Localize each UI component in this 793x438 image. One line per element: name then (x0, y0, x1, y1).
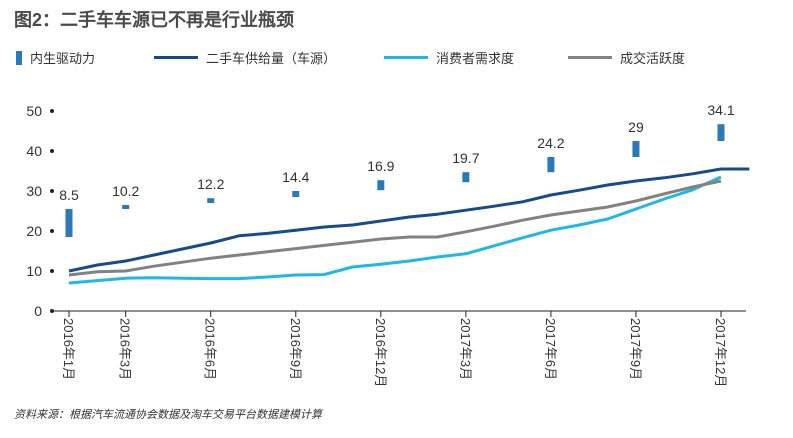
x-tick-label: 2017年12月 (713, 318, 728, 387)
x-tick-label: 2016年1月 (61, 318, 76, 380)
legend-swatch (16, 50, 22, 65)
bar (122, 205, 130, 209)
series-line (68, 167, 750, 273)
y-tick-dot (50, 269, 54, 273)
y-tick-label: 20 (26, 223, 42, 239)
bar (547, 157, 555, 173)
x-tick-label: 2016年3月 (118, 318, 133, 380)
y-tick-label: 40 (26, 143, 42, 159)
data-label: 16.9 (367, 158, 394, 174)
data-label: 29 (628, 119, 644, 135)
bar (207, 198, 215, 203)
legend-label: 成交活跃度 (620, 51, 686, 66)
y-tick-dot (50, 229, 54, 233)
y-tick-dot (50, 309, 54, 313)
y-tick-dot (50, 149, 54, 153)
series-line (68, 179, 722, 277)
bar (632, 141, 640, 157)
legend-item-activity: 成交活跃度 (568, 48, 685, 67)
legend-label: 内生驱动力 (30, 51, 96, 66)
legend-item-bars: 内生驱动力 (16, 48, 95, 67)
bar (462, 172, 470, 183)
data-label: 19.7 (452, 150, 479, 166)
x-tick-label: 2017年6月 (543, 318, 558, 380)
data-label: 8.5 (59, 187, 79, 203)
bar (377, 180, 385, 191)
x-tick-label: 2016年6月 (203, 318, 218, 380)
x-tick-label: 2016年9月 (288, 318, 303, 380)
bar (65, 209, 73, 237)
legend-item-demand: 消费者需求度 (384, 48, 514, 67)
y-tick-dot (50, 189, 54, 193)
legend-swatch (384, 56, 428, 59)
legend-swatch (154, 56, 198, 59)
source-note: 资料来源：根据汽车流通协会数据及淘车交易平台数据建模计算 (14, 409, 322, 421)
y-tick-dot (50, 109, 54, 113)
chart-title: 图2：二手车车源已不再是行业瓶颈 (14, 10, 295, 30)
y-tick-label: 30 (26, 183, 42, 199)
legend-label: 消费者需求度 (436, 51, 515, 66)
data-label: 34.1 (707, 102, 734, 118)
x-tick-label: 2016年12月 (373, 318, 388, 387)
legend-item-supply: 二手车供给量（车源） (154, 48, 336, 67)
data-label: 12.2 (197, 176, 224, 192)
legend-swatch (568, 56, 612, 59)
data-label: 14.4 (282, 169, 309, 185)
y-tick-label: 10 (26, 263, 42, 279)
legend: 内生驱动力 二手车供给量（车源） 消费者需求度 成交活跃度 (16, 48, 793, 70)
x-tick-label: 2017年9月 (628, 318, 643, 380)
y-tick-label: 50 (26, 103, 42, 119)
data-label: 10.2 (112, 183, 139, 199)
series-line (68, 175, 722, 285)
bar (292, 191, 300, 197)
y-tick-label: 0 (34, 303, 42, 319)
data-label: 24.2 (537, 135, 564, 151)
legend-label: 二手车供给量（车源） (206, 51, 337, 66)
bar (717, 124, 725, 141)
x-tick-label: 2017年3月 (458, 318, 473, 380)
